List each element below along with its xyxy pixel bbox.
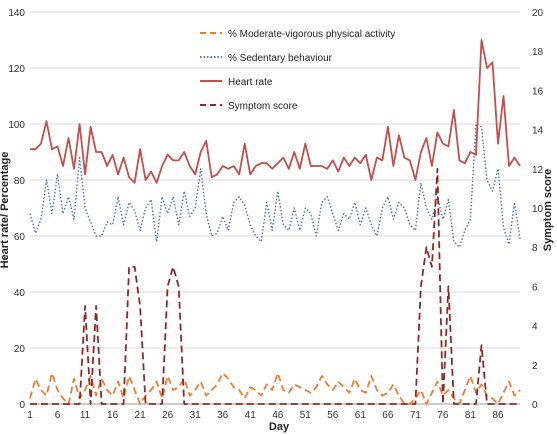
series-line-1 [29,372,521,405]
series-lines [29,39,521,405]
x-tick-label: 26 [162,410,174,421]
y2-tick-label: 12 [532,165,544,176]
y2-tick-label: 20 [532,8,544,19]
gridlines [30,11,520,349]
right-y-axis: 0 2 4 6 8 10 12 14 16 18 20 [532,8,544,411]
left-y-axis-label: Heart rate/ Percentage [0,152,11,269]
y2-tick-label: 8 [532,243,538,254]
right-y-axis-label: Symptom score [542,169,554,252]
series-line-3 [30,39,521,184]
x-tick-label: 66 [382,410,394,421]
x-tick-label: 81 [465,410,477,421]
y2-tick-label: 2 [532,361,538,372]
x-tick-label: 61 [355,410,367,421]
x-tick-label: 21 [135,410,147,421]
legend-label: % Moderate-vigorous physical activity [228,29,395,40]
y2-tick-label: 10 [532,204,544,215]
y2-tick-label: 6 [532,282,538,293]
y2-tick-label: 0 [532,400,538,411]
legend-label: Symptom score [228,101,298,112]
legend-label: % Sedentary behaviour [228,53,333,64]
x-tick-label: 16 [107,410,119,421]
x-tick-label: 76 [437,410,449,421]
y-tick-label: 140 [8,8,25,19]
y-tick-label: 60 [14,232,26,243]
x-tick-label: 46 [272,410,284,421]
x-tick-label: 51 [300,410,312,421]
y2-tick-label: 4 [532,322,538,333]
y2-tick-label: 16 [532,86,544,97]
x-tick-label: 31 [190,410,202,421]
x-tick-label: 86 [492,410,504,421]
x-tick-label: 1 [27,410,33,421]
y-tick-label: 0 [19,400,25,411]
y-tick-label: 40 [14,288,26,299]
y2-tick-label: 14 [532,126,544,137]
y2-tick-label: 18 [532,47,544,58]
legend: % Moderate-vigorous physical activity % S… [200,29,395,112]
series-line-4 [30,167,520,405]
x-tick-label: 41 [245,410,257,421]
legend-label: Heart rate [228,77,273,88]
x-tick-label: 6 [55,410,61,421]
left-y-axis: 0 20 40 60 80 100 120 140 [8,8,25,411]
y-tick-label: 20 [14,344,26,355]
y-tick-label: 80 [14,176,26,187]
y-tick-label: 120 [8,64,25,75]
x-tick-label: 11 [80,410,91,421]
x-axis-label: Day [269,421,290,433]
x-tick-label: 36 [217,410,229,421]
x-axis: 1 6 11 16 21 26 31 36 41 46 51 56 61 66 71 76 81 86 [27,410,504,421]
x-tick-label: 71 [410,410,422,421]
x-tick-label: 56 [327,410,339,421]
y-tick-label: 100 [8,120,25,131]
